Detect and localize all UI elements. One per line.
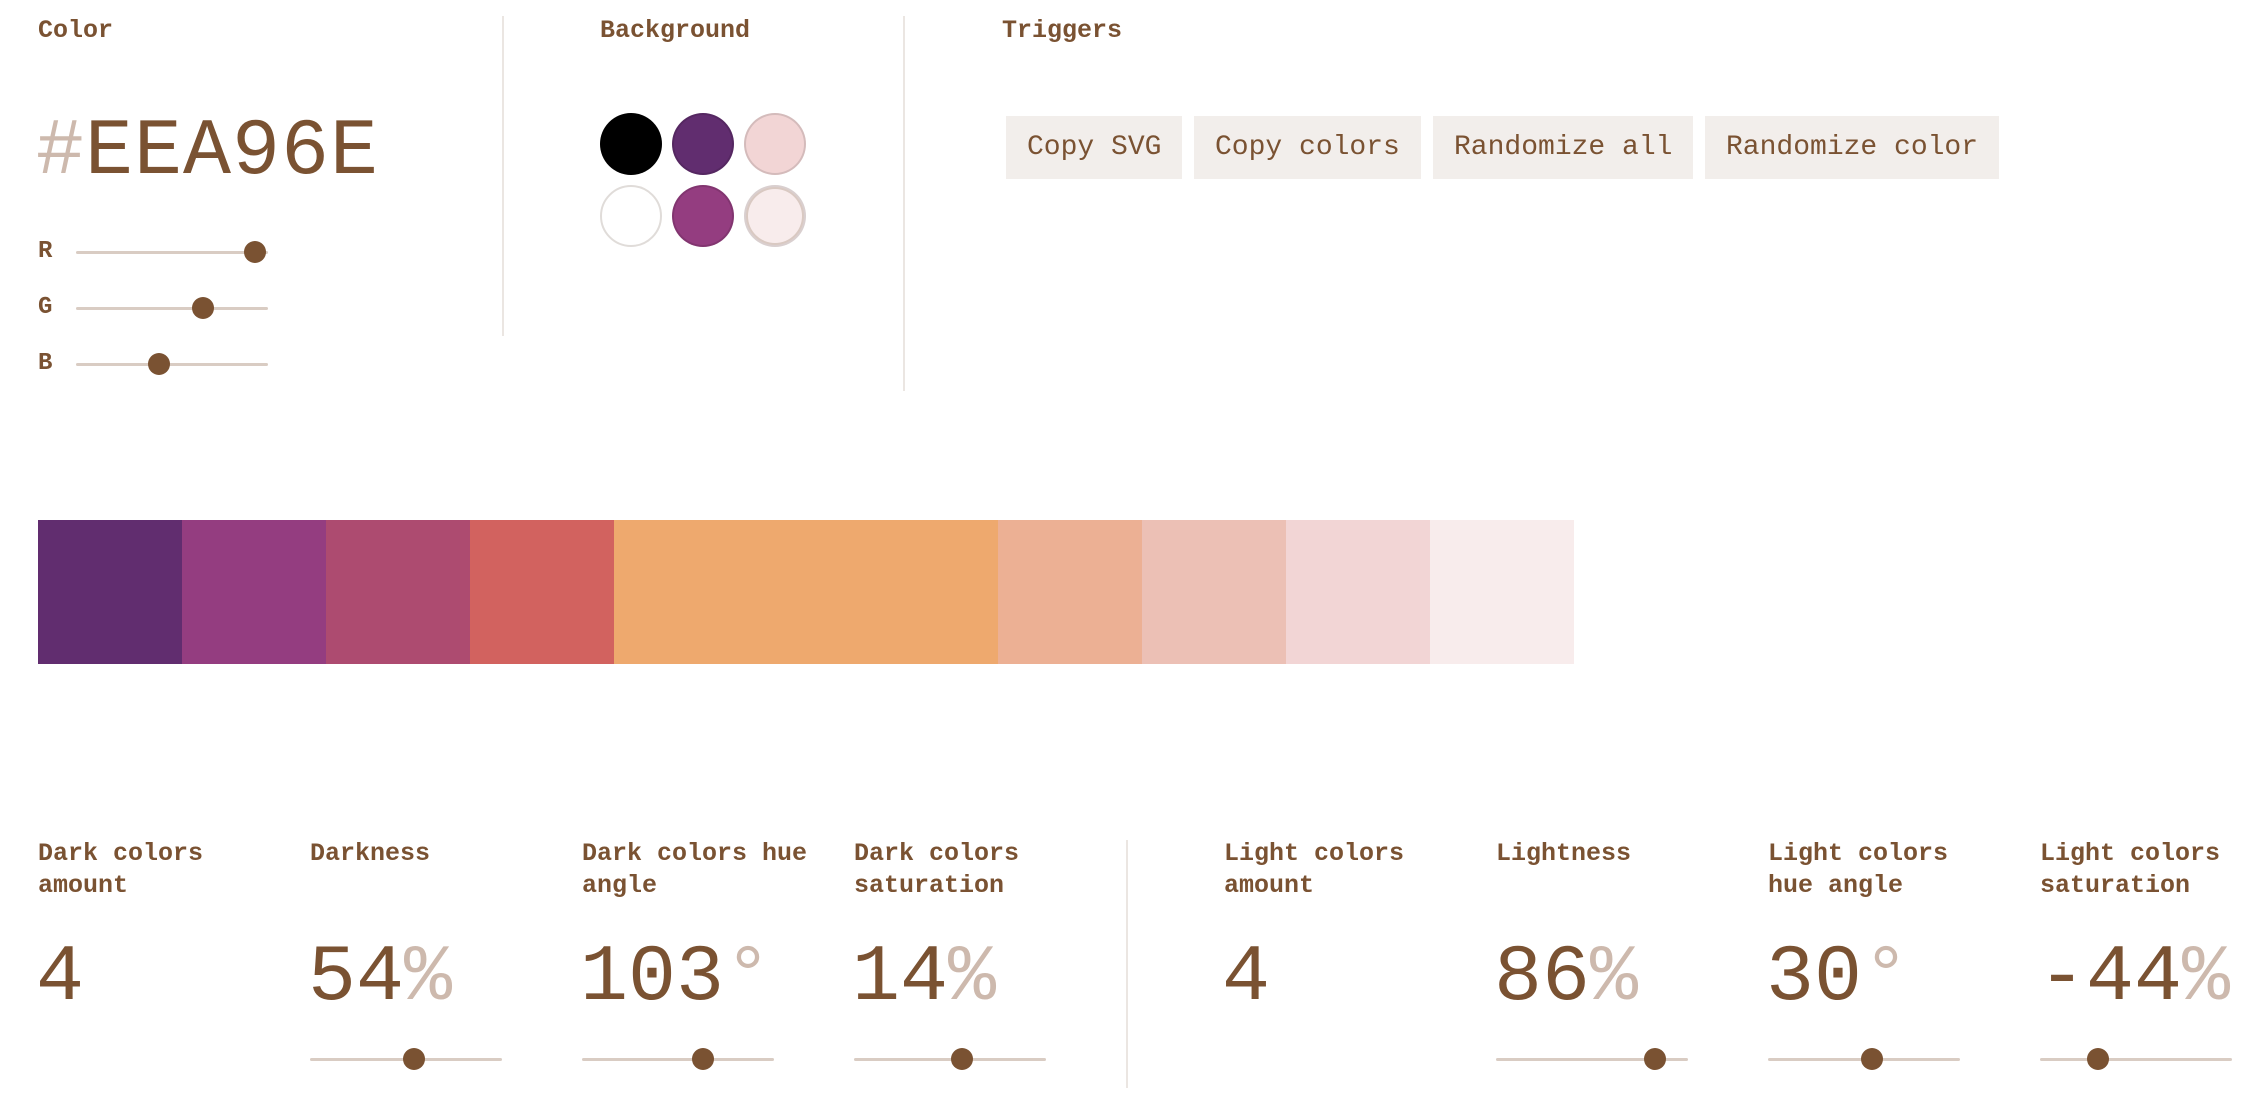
divider-dark-light: [1126, 840, 1128, 1088]
dark-amount-value[interactable]: 4: [36, 933, 85, 1024]
light-hue-unit: °: [1862, 933, 1911, 1024]
background-swatch-dark-purple[interactable]: [672, 113, 734, 175]
light-amount-label: Light colors amount: [1224, 839, 1405, 900]
lightness-unit: %: [1590, 933, 1639, 1024]
dark-hue-label: Dark colors hue angle: [582, 839, 808, 900]
randomize-color-button[interactable]: Randomize color: [1705, 116, 2000, 179]
slider-g-thumb[interactable]: [192, 297, 215, 319]
divider-color-background: [502, 16, 504, 336]
dark-amount-label: Dark colors amount: [38, 839, 204, 900]
lightness-slider-thumb[interactable]: [1644, 1048, 1667, 1070]
dark-hue-slider[interactable]: [582, 1048, 774, 1070]
palette-color-9: [1430, 520, 1574, 664]
background-swatch-white[interactable]: [600, 185, 662, 247]
dark-hue-value: 103°: [580, 934, 772, 1024]
slider-b[interactable]: [76, 353, 268, 375]
lightness-label: Lightness: [1496, 839, 1632, 868]
hex-code: EEA96E: [85, 107, 380, 198]
palette-color-8: [1286, 520, 1430, 664]
palette-color-2: [182, 520, 326, 664]
dark-hue-unit: °: [724, 933, 773, 1024]
color-heading: Color: [38, 16, 114, 45]
darkness-label: Darkness: [310, 839, 431, 868]
slider-r[interactable]: [76, 241, 268, 263]
darkness-slider-thumb[interactable]: [402, 1048, 425, 1070]
darkness-number: 54: [308, 933, 405, 1024]
channel-label-b: B: [38, 350, 53, 377]
light-hue-label: Light colors hue angle: [1768, 839, 1949, 900]
background-heading: Background: [600, 16, 751, 45]
dark-hue-number: 103: [580, 933, 725, 1024]
palette-strip: [38, 520, 1574, 664]
divider-background-triggers: [903, 16, 905, 391]
background-swatch-very-light-pink[interactable]: [744, 185, 806, 247]
dark-hue-slider-thumb[interactable]: [691, 1048, 714, 1070]
light-hue-number: 30: [1766, 933, 1863, 1024]
light-saturation-label: Light colors saturation: [2040, 839, 2221, 900]
dark-saturation-unit: %: [948, 933, 997, 1024]
darkness-value: 54%: [308, 934, 452, 1024]
light-hue-value: 30°: [1766, 934, 1910, 1024]
light-saturation-number: -44: [2038, 933, 2183, 1024]
channel-label-g: G: [38, 294, 53, 321]
palette-color-4: [470, 520, 614, 664]
palette-color-7: [1142, 520, 1286, 664]
darkness-unit: %: [404, 933, 453, 1024]
lightness-value: 86%: [1494, 934, 1638, 1024]
darkness-slider[interactable]: [310, 1048, 502, 1070]
background-swatch-black[interactable]: [600, 113, 662, 175]
light-saturation-slider[interactable]: [2040, 1048, 2232, 1070]
dark-saturation-label: Dark colors saturation: [854, 839, 1020, 900]
dark-saturation-value: 14%: [852, 934, 996, 1024]
lightness-slider[interactable]: [1496, 1048, 1688, 1070]
light-hue-slider[interactable]: [1768, 1048, 1960, 1070]
light-hue-slider-thumb[interactable]: [1860, 1048, 1883, 1070]
palette-color-6: [998, 520, 1142, 664]
channel-label-r: R: [38, 238, 53, 265]
dark-saturation-slider[interactable]: [854, 1048, 1046, 1070]
slider-g[interactable]: [76, 297, 268, 319]
randomize-all-button[interactable]: Randomize all: [1433, 116, 1694, 179]
lightness-number: 86: [1494, 933, 1591, 1024]
palette-color-3: [326, 520, 470, 664]
hex-hash: #: [36, 107, 86, 198]
slider-b-thumb[interactable]: [147, 353, 170, 375]
light-amount-value[interactable]: 4: [1222, 933, 1271, 1024]
light-saturation-unit: %: [2182, 933, 2231, 1024]
triggers-heading: Triggers: [1002, 16, 1123, 45]
light-saturation-value: -44%: [2038, 934, 2230, 1024]
light-saturation-slider-thumb[interactable]: [2086, 1048, 2109, 1070]
dark-saturation-number: 14: [852, 933, 949, 1024]
background-swatch-light-pink[interactable]: [744, 113, 806, 175]
copy-colors-button[interactable]: Copy colors: [1194, 116, 1421, 179]
palette-color-1: [38, 520, 182, 664]
palette-color-5: [614, 520, 998, 664]
background-swatch-magenta[interactable]: [672, 185, 734, 247]
dark-saturation-slider-thumb[interactable]: [950, 1048, 973, 1070]
slider-r-thumb[interactable]: [244, 241, 267, 263]
copy-svg-button[interactable]: Copy SVG: [1006, 116, 1183, 179]
hex-value[interactable]: #EEA96E: [36, 108, 379, 198]
